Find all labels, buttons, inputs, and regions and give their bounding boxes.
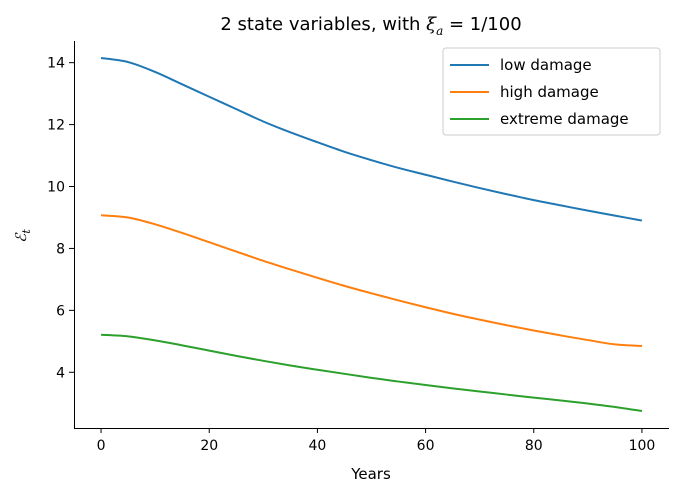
y-tick-label: 6 <box>56 303 65 319</box>
x-tick-label: 100 <box>629 438 656 454</box>
y-tick-label: 12 <box>47 118 65 134</box>
y-tick-label: 10 <box>47 180 65 196</box>
series-line-low-damage <box>100 57 643 222</box>
chart-title-suffix: = 1/100 <box>443 14 521 35</box>
series-group <box>100 57 643 412</box>
x-tick-label: 60 <box>417 438 435 454</box>
y-axis-label: ℰt <box>12 229 33 243</box>
chart-title: 2 state variables, with ξa = 1/100 <box>220 14 521 38</box>
series-line-extreme-damage <box>100 333 643 412</box>
x-tick-label: 0 <box>97 438 106 454</box>
legend-box <box>442 47 661 136</box>
y-tick-label: 8 <box>56 241 65 257</box>
chart-title-subscript: a <box>436 24 443 38</box>
y-ticks: 4 6 8 10 12 14 <box>47 56 74 381</box>
legend-label-extreme-damage: extreme damage <box>500 110 629 128</box>
legend-label-low-damage: low damage <box>500 56 592 74</box>
x-tick-label: 20 <box>200 438 218 454</box>
chart-title-symbol: ξ <box>426 14 437 35</box>
legend-label-high-damage: high damage <box>500 83 599 101</box>
y-axis-label-symbol: ℰ <box>12 232 30 243</box>
legend: low damage high damage extreme damage <box>442 47 661 136</box>
y-tick-label: 4 <box>56 365 65 381</box>
series-line-high-damage <box>100 214 643 347</box>
x-tick-label: 80 <box>525 438 543 454</box>
x-axis-label: Years <box>350 465 391 483</box>
y-tick-label: 14 <box>47 56 65 72</box>
x-ticks: 0 20 40 60 80 100 <box>97 428 656 454</box>
y-axis-label-subscript: t <box>20 229 33 234</box>
chart-title-prefix: 2 state variables, with <box>220 14 426 35</box>
x-tick-label: 40 <box>308 438 326 454</box>
